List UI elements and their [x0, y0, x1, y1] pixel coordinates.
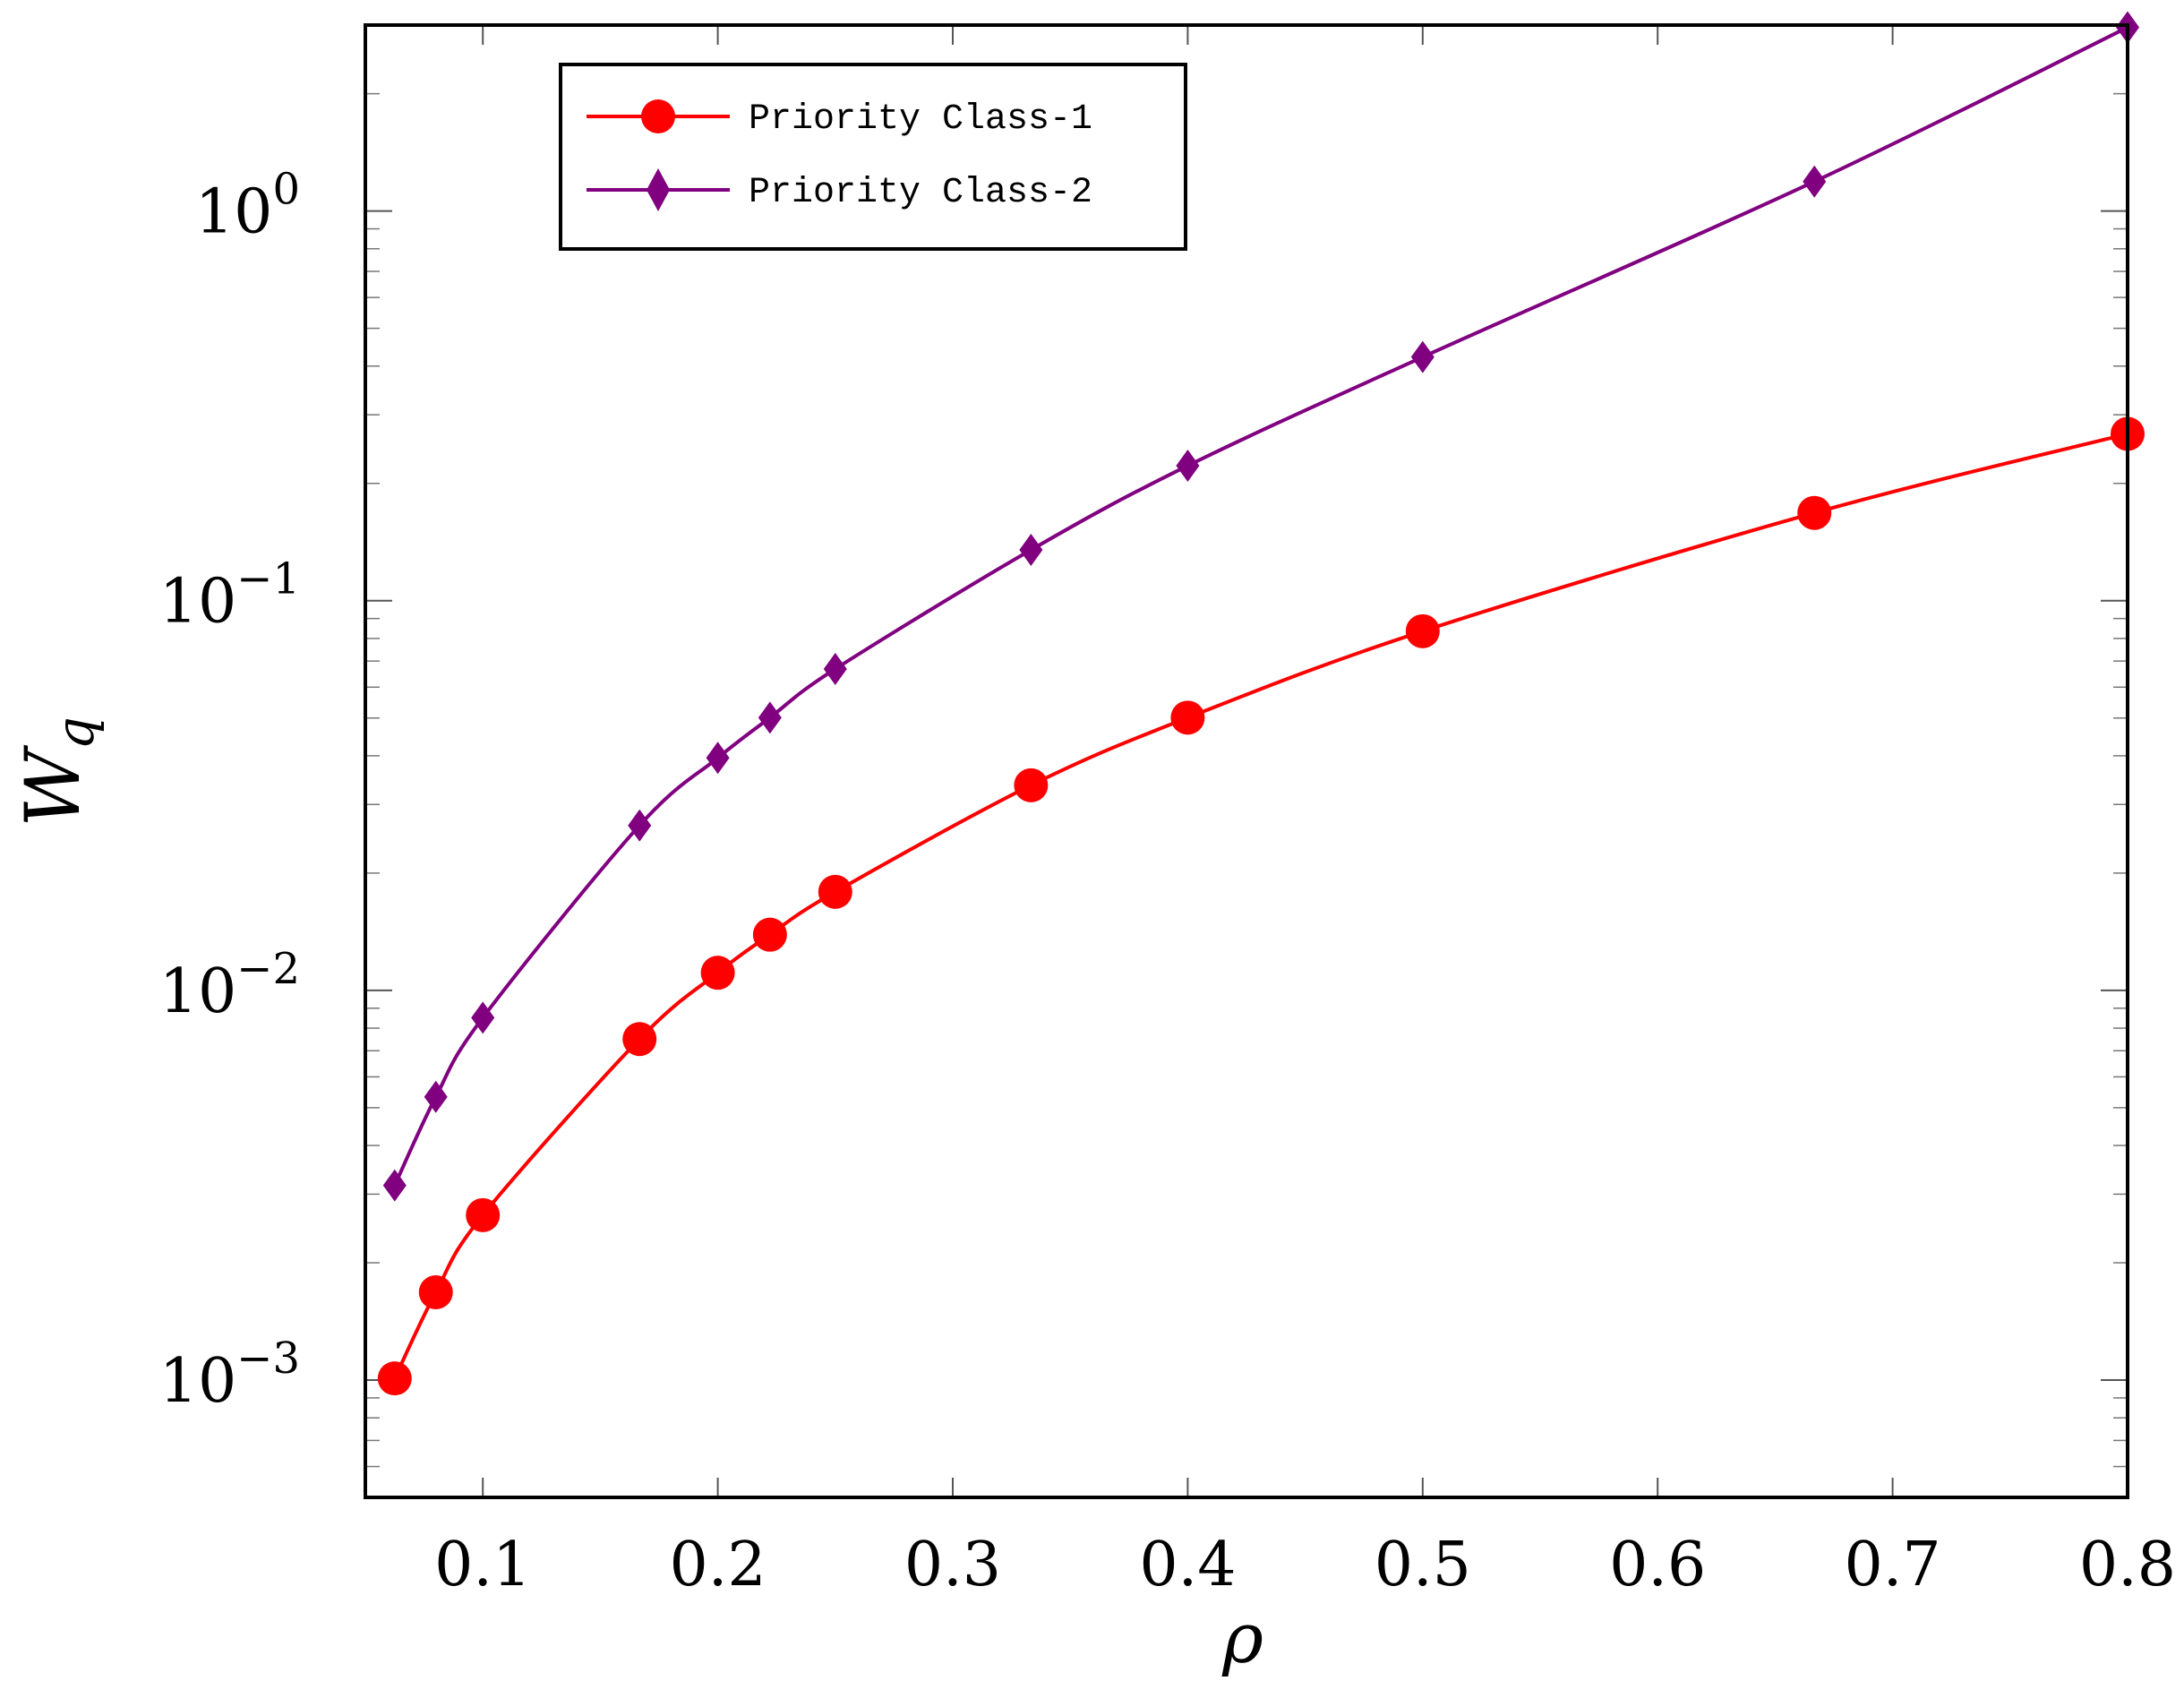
- y-tick-label-exponent: −3: [236, 1334, 300, 1384]
- y-axis-label-base: W: [9, 744, 97, 828]
- data-point-class-1: [418, 1274, 453, 1309]
- legend-label-class-1: Priority Class-1: [749, 99, 1092, 140]
- y-tick-label: 10−1: [159, 554, 300, 638]
- data-point-class-1: [466, 1197, 501, 1232]
- y-tick-label-base: 10: [159, 1346, 237, 1417]
- x-tick-labels: 0.1 0.2 0.3 0.4 0.5 0.6 0.7 0.8: [434, 1530, 2176, 1600]
- y-tick-label-base: 10: [159, 956, 237, 1027]
- data-point-class-1: [1014, 768, 1049, 802]
- y-tick-label-exponent: 0: [272, 165, 300, 215]
- data-point-class-2: [706, 742, 730, 775]
- legend: Priority Class-1 Priority Class-2: [559, 63, 1187, 251]
- data-point-class-1: [752, 917, 787, 952]
- y-tick-label: 100: [195, 165, 300, 248]
- y-tick-label: 10−3: [159, 1334, 300, 1417]
- legend-box: [559, 63, 1187, 251]
- legend-entry-class-1: Priority Class-1: [587, 99, 1092, 140]
- data-point-class-2: [758, 701, 782, 734]
- y-axis-label-subscript: q: [45, 716, 106, 750]
- y-tick-label-exponent: −2: [236, 944, 300, 994]
- data-point-class-1: [377, 1361, 412, 1396]
- data-point-class-2: [382, 1169, 407, 1202]
- x-tick-label: 0.6: [1609, 1530, 1706, 1600]
- data-point-class-2: [471, 1001, 495, 1034]
- data-point-class-2: [1176, 450, 1200, 483]
- series-line-1: [392, 432, 2128, 1379]
- x-tick-label: 0.7: [1845, 1530, 1941, 1600]
- series-1: [377, 416, 2145, 1396]
- x-axis-label: ρ: [1221, 1599, 1263, 1679]
- data-point-class-1: [1797, 495, 1832, 530]
- tick-marks: [365, 24, 2128, 1498]
- y-tick-label: 10−2: [159, 944, 300, 1027]
- series-line-2: [392, 25, 2128, 1187]
- data-point-class-2: [823, 652, 847, 685]
- y-tick-label-exponent: −1: [236, 554, 300, 605]
- data-point-class-1: [622, 1022, 657, 1057]
- plot-frame: [364, 23, 2129, 1499]
- y-tick-label-base: 10: [159, 567, 237, 638]
- data-point-class-2: [1803, 165, 1827, 198]
- data-point-class-2: [424, 1080, 448, 1113]
- x-tick-label: 0.1: [434, 1530, 531, 1600]
- data-point-class-2: [1019, 534, 1043, 567]
- x-tick-label: 0.3: [904, 1530, 1001, 1600]
- data-point-class-1: [1170, 700, 1205, 735]
- x-tick-label: 0.5: [1375, 1530, 1471, 1600]
- y-tick-label-base: 10: [195, 177, 273, 248]
- data-point-class-1: [818, 874, 852, 909]
- data-point-class-1: [700, 956, 735, 990]
- legend-marker-circle: [641, 99, 675, 133]
- y-axis-label: Wq: [9, 716, 106, 827]
- series-layer: [377, 11, 2145, 1396]
- data-point-class-2: [1410, 340, 1435, 373]
- series-2: [382, 11, 2139, 1202]
- legend-entry-class-2: Priority Class-2: [587, 168, 1092, 213]
- data-point-class-2: [628, 809, 652, 842]
- data-point-class-1: [1405, 613, 1440, 648]
- legend-label-class-2: Priority Class-2: [749, 173, 1092, 213]
- legend-marker-diamond: [647, 168, 670, 211]
- x-tick-label: 0.4: [1139, 1530, 1236, 1600]
- x-tick-label: 0.2: [670, 1530, 767, 1600]
- x-tick-label: 0.8: [2079, 1530, 2176, 1600]
